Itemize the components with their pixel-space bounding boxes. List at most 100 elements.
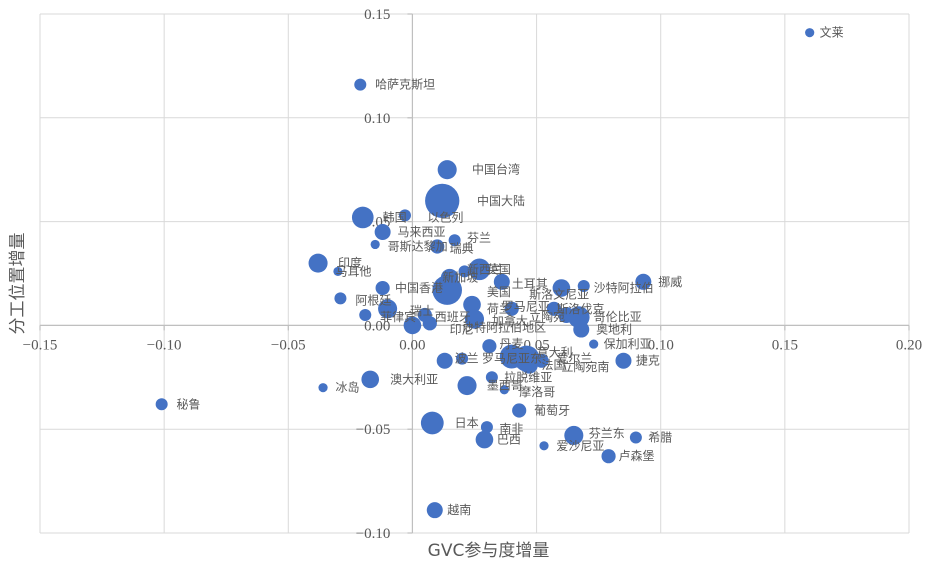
data-point xyxy=(468,258,491,281)
point-label: 罗马尼亚 xyxy=(502,300,550,314)
data-point xyxy=(361,370,380,389)
point-label: 英国 xyxy=(487,262,511,276)
x-tick-label: −0.05 xyxy=(271,337,306,353)
point-label: 越南 xyxy=(447,502,471,517)
point-label: 加拿大 xyxy=(492,313,528,328)
data-point xyxy=(456,352,469,365)
point-label: 芬兰 xyxy=(467,231,491,245)
point-label: 拉脱维亚 xyxy=(504,369,552,384)
point-label: 爱尔兰 xyxy=(556,351,592,366)
point-label: 中国香港 xyxy=(395,280,443,295)
point-label: 法国 xyxy=(542,358,566,372)
point-label: 墨西哥 xyxy=(487,379,523,393)
point-label: 南非 xyxy=(499,421,523,436)
data-point xyxy=(573,321,590,338)
y-tick-label: −0.05 xyxy=(356,422,391,438)
point-label: 挪威 xyxy=(658,275,682,289)
data-point xyxy=(374,223,391,240)
point-label: 西班牙 xyxy=(435,310,471,324)
point-label: 爱沙尼亚 xyxy=(556,439,604,453)
point-label: 瑞士 xyxy=(410,304,434,318)
point-label: 斯洛文尼亚 xyxy=(529,286,589,301)
point-label: 日本 xyxy=(455,416,479,430)
data-point xyxy=(546,301,562,316)
y-tick-label: 0.10 xyxy=(364,111,390,127)
data-point xyxy=(378,299,398,319)
x-tick-label: 0.00 xyxy=(399,337,425,353)
data-point xyxy=(457,376,477,396)
point-label: 印度 xyxy=(338,255,362,270)
data-point xyxy=(448,234,461,247)
point-label: 新西兰 xyxy=(467,261,503,276)
point-label: 美国 xyxy=(487,285,511,299)
x-tick-label: 0.20 xyxy=(896,337,922,353)
point-label: 奥地利 xyxy=(596,323,632,337)
point-label: 意大利 xyxy=(537,344,573,359)
point-label: 土耳其 xyxy=(512,277,548,291)
data-point xyxy=(426,502,443,519)
data-point xyxy=(482,339,497,354)
point-label: 哥斯达黎加 xyxy=(388,240,448,254)
point-label: 巴西 xyxy=(497,433,521,447)
data-point xyxy=(351,206,374,229)
data-point xyxy=(308,253,328,273)
data-point xyxy=(480,421,493,434)
data-point xyxy=(564,425,584,445)
data-points xyxy=(155,28,815,519)
data-point xyxy=(615,352,632,369)
data-point xyxy=(805,28,815,38)
point-label: 波兰 xyxy=(455,352,479,366)
data-point xyxy=(430,239,445,254)
data-point xyxy=(475,430,494,449)
point-label: 哈萨克斯坦 xyxy=(375,78,435,92)
point-label: 葡萄牙 xyxy=(534,404,570,418)
x-axis-title: GVC参与度增量 xyxy=(428,541,550,561)
point-label: 卢森堡 xyxy=(619,448,655,463)
data-point xyxy=(589,339,599,349)
point-label: 芬兰东 xyxy=(589,426,625,440)
point-label: 希腊 xyxy=(648,430,672,445)
data-point xyxy=(403,316,422,335)
data-point xyxy=(155,398,168,411)
data-point xyxy=(499,385,509,395)
x-tick-label: −0.10 xyxy=(147,337,182,353)
point-label: 马耳他 xyxy=(335,264,371,278)
data-point xyxy=(333,266,343,277)
point-label: 以色列 xyxy=(427,210,463,224)
data-point xyxy=(398,209,411,222)
x-tick-label: −0.15 xyxy=(23,337,58,353)
data-point xyxy=(432,275,462,305)
y-axis-title: 分工位置增量 xyxy=(8,233,28,335)
point-label: 新加坡 xyxy=(442,270,478,285)
point-label: 中国大陆 xyxy=(477,193,525,208)
point-label: 斯洛伐克 xyxy=(556,301,604,316)
y-tick-label: 0.00 xyxy=(364,318,390,334)
point-label: 马来西亚 xyxy=(398,225,446,239)
point-label: 秘鲁 xyxy=(177,397,201,411)
point-label: 阿根廷 xyxy=(355,293,391,307)
data-point xyxy=(493,273,510,290)
point-label: 澳大利亚 xyxy=(390,372,438,386)
data-point xyxy=(458,265,471,278)
x-tick-label: 0.10 xyxy=(648,337,674,353)
point-label: 文莱 xyxy=(820,25,844,40)
point-label: 丹麦 xyxy=(499,337,523,351)
point-label: 立陶宛 xyxy=(529,309,565,324)
data-point xyxy=(539,441,549,451)
point-label: 罗马尼亚东 xyxy=(482,352,542,366)
point-label: 荷兰 xyxy=(487,302,511,316)
data-point xyxy=(420,411,444,435)
data-point xyxy=(422,316,437,331)
point-label: 沙特阿拉伯 xyxy=(594,280,654,295)
data-point xyxy=(463,295,481,314)
point-label: 印尼 xyxy=(450,323,474,337)
data-point xyxy=(552,279,571,297)
point-label: 立陶宛南 xyxy=(561,359,609,374)
data-point xyxy=(437,160,457,180)
point-label: 沙特阿拉伯地区 xyxy=(462,319,546,334)
data-point xyxy=(629,431,642,444)
data-point xyxy=(359,309,372,322)
data-point xyxy=(464,309,485,329)
